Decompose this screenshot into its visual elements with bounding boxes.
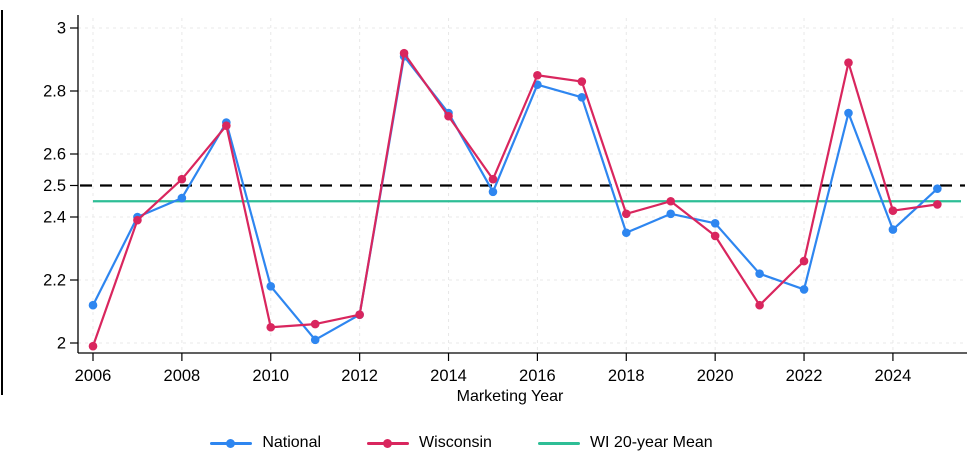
- marker-national-2008: [177, 193, 187, 203]
- x-tick-label-2006: 2006: [75, 367, 112, 385]
- y-tick-label-2: 2: [57, 335, 66, 353]
- wisconsin-line-marker-icon: [367, 438, 410, 448]
- marker-national-2018: [621, 228, 631, 238]
- marker-wisconsin-2012: [355, 310, 364, 319]
- x-tick-label-2016: 2016: [519, 367, 556, 385]
- marker-national-2011: [310, 335, 320, 345]
- legend-label-wisconsin: Wisconsin: [419, 434, 492, 451]
- x-axis-title: Marketing Year: [457, 388, 564, 405]
- marker-wisconsin-2007: [133, 215, 142, 225]
- marker-wisconsin-2025: [933, 200, 942, 209]
- marker-national-2006: [88, 300, 98, 310]
- marker-wisconsin-2011: [310, 319, 320, 329]
- national-line-marker-icon: [210, 438, 253, 448]
- marker-wisconsin-2006: [88, 341, 98, 351]
- x-tick-label-2010: 2010: [252, 367, 289, 385]
- legend-item-national: National: [210, 434, 321, 452]
- series-line-national: [91, 55, 939, 341]
- line-chart-canvas: 2 2.2 2.4 2.5 2.6 2.8 3 2006 2008 2010 2012 2014 201…: [43, 15, 967, 405]
- marker-wisconsin-2018: [621, 209, 631, 219]
- x-tick-label-2024: 2024: [875, 367, 912, 385]
- x-tick-label-2022: 2022: [786, 367, 823, 385]
- x-tick-label-2018: 2018: [608, 367, 645, 385]
- marker-wisconsin-2022: [799, 256, 809, 266]
- page-edge-left-border: [1, 10, 3, 395]
- legend-label-national: National: [262, 434, 322, 451]
- y-tick-label-2.8: 2.8: [43, 83, 66, 101]
- marker-national-2021: [755, 269, 764, 279]
- y-tick-label-2.4: 2.4: [43, 209, 66, 227]
- x-tick-label-2020: 2020: [697, 367, 734, 385]
- marker-wisconsin-2017: [577, 77, 587, 86]
- marker-national-2024: [888, 225, 898, 234]
- legend-marker-dot: [383, 438, 393, 448]
- marker-wisconsin-2016: [533, 70, 542, 80]
- marker-national-2025: [933, 184, 942, 193]
- legend-line-swatch: [537, 442, 580, 445]
- marker-wisconsin-2019: [666, 196, 676, 206]
- legend-item-mean: WI 20-year Mean: [537, 434, 713, 452]
- marker-national-2015: [488, 187, 498, 197]
- y-tick-label-2.2: 2.2: [43, 272, 66, 290]
- legend-item-wisconsin: Wisconsin: [367, 434, 492, 452]
- y-tick-label-2.5: 2.5: [43, 177, 66, 195]
- marker-wisconsin-2008: [177, 174, 187, 184]
- marker-national-2010: [266, 282, 276, 291]
- marker-national-2020: [710, 219, 720, 228]
- marker-wisconsin-2015: [488, 174, 498, 184]
- marker-wisconsin-2023: [844, 58, 853, 67]
- marker-national-2019: [666, 209, 676, 219]
- marker-wisconsin-2024: [888, 206, 898, 215]
- marker-wisconsin-2021: [755, 300, 764, 310]
- y-tick-label-3: 3: [57, 20, 66, 38]
- mean-line-icon: [537, 439, 580, 448]
- marker-wisconsin-2014: [444, 111, 453, 121]
- x-tick-label-2008: 2008: [164, 367, 201, 385]
- marker-national-2023: [844, 108, 853, 118]
- x-tick-label-2012: 2012: [341, 367, 378, 385]
- legend-label-mean: WI 20-year Mean: [589, 434, 713, 451]
- series-line-wisconsin: [91, 52, 939, 348]
- marker-national-2017: [577, 93, 587, 102]
- marker-national-2022: [799, 285, 809, 294]
- legend: National Wisconsin WI 20-year Mean: [0, 427, 949, 459]
- x-tick-label-2014: 2014: [430, 367, 467, 385]
- marker-wisconsin-2009: [222, 121, 231, 130]
- marker-wisconsin-2020: [710, 231, 720, 241]
- marker-wisconsin-2010: [266, 322, 276, 332]
- legend-marker-dot: [226, 438, 236, 448]
- marker-wisconsin-2013: [399, 48, 409, 58]
- y-tick-label-2.6: 2.6: [43, 146, 66, 164]
